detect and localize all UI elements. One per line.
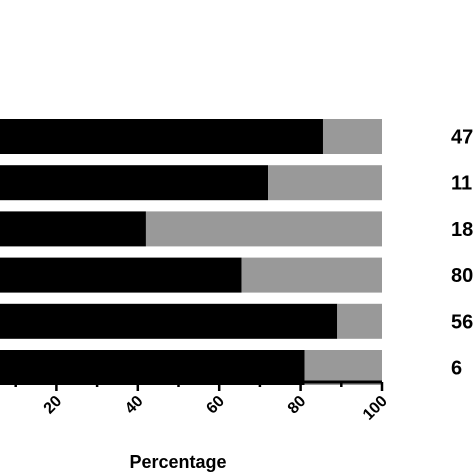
bar-segment-gray (268, 165, 382, 201)
x-tick-label: 20 (41, 393, 66, 418)
bar-segment-black (0, 303, 338, 339)
bar-segment-black (0, 211, 146, 247)
x-axis: 20 40 60 80 100 (0, 380, 391, 424)
row-label: 11 (451, 173, 472, 195)
bar-segment-gray (337, 303, 382, 339)
bars-group (0, 119, 382, 385)
x-tick-label: 60 (203, 393, 228, 418)
bar-segment-black (0, 119, 323, 154)
bar-segment-gray (304, 350, 382, 385)
row-label: 18 (451, 219, 473, 241)
bar-segment-black (0, 257, 242, 293)
bar-segment-black (0, 165, 269, 201)
row-label: 47 (451, 127, 473, 149)
row-label: 56 (451, 311, 473, 333)
bar-segment-gray (322, 119, 382, 154)
x-tick-label: 100 (360, 393, 391, 424)
x-axis-title: Percentage (129, 452, 226, 472)
row-labels-group: 47 11 18 80 56 6 (451, 127, 473, 380)
bar-segment-gray (241, 257, 382, 293)
row-label: 80 (451, 265, 473, 287)
bar-segment-gray (145, 211, 382, 247)
x-tick-label: 80 (285, 393, 310, 418)
row-label: 6 (451, 358, 462, 380)
bar-segment-black (0, 350, 305, 385)
x-tick-label: 40 (122, 393, 147, 418)
